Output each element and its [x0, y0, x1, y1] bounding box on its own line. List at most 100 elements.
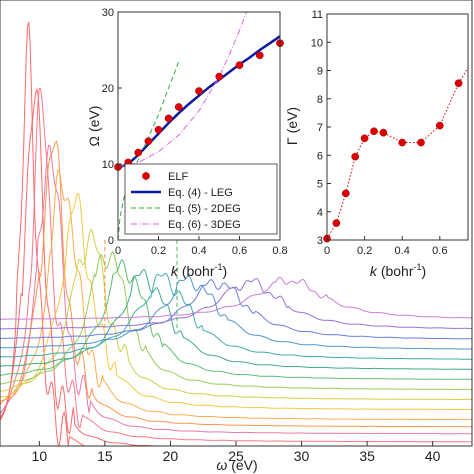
inset-omega-y-tick-label: 20: [102, 83, 114, 95]
legend-box: [124, 163, 278, 235]
inset-gamma-y-tick-label: 4: [317, 207, 323, 219]
gamma-point: [417, 138, 425, 147]
main-x-axis-symbol: ω: [216, 457, 227, 473]
inset-omega-lines: [118, 12, 280, 240]
inset-gamma-x-tick-label: 0: [324, 245, 330, 257]
legend-3deg-label: Eq. (6) - 3DEG: [168, 219, 241, 231]
inset-omega-x-axis-title: k (bohr-1): [171, 262, 227, 279]
legend-elf-label: ELF: [168, 171, 188, 183]
elf-point: [215, 72, 224, 81]
inset-gamma-y-tick-label: 6: [317, 150, 323, 162]
inset-gamma-x-axis-sup: -1: [414, 262, 422, 272]
spectrum-line: [0, 276, 473, 320]
inset-gamma-background: [327, 14, 468, 240]
inset-omega-x-axis-sup: -1: [215, 262, 223, 272]
main-x-axis-title: ω (eV): [216, 457, 257, 473]
inset-omega-y-tick-label: 10: [102, 159, 114, 171]
inset-omega-y-tick-label: 0: [108, 235, 114, 247]
main-x-tick-label: 10: [32, 448, 48, 464]
gamma-point: [398, 138, 407, 147]
spectrum-line: [0, 229, 472, 400]
legend-2deg-label: Eq. (5) - 2DEG: [168, 203, 241, 215]
spectrum-line: [0, 269, 472, 370]
main-x-tick-label: 40: [425, 448, 441, 464]
series-line-solid: [118, 35, 280, 169]
inset-omega-x-tick-label: 0: [115, 245, 121, 257]
elf-point: [255, 51, 264, 60]
spectrum-line: [0, 275, 472, 350]
inset-omega-y-tick-label: 30: [102, 7, 114, 19]
inset-gamma-ticks: 0 0.2 0.4 0.6 3 4 5 6 7 8 9 10 11: [311, 9, 448, 257]
spectrum-line: [0, 169, 472, 421]
gamma-point: [435, 121, 444, 130]
inset-gamma-y-tick-label: 8: [317, 94, 323, 106]
inset-gamma-y-axis-symbol: Γ: [284, 137, 300, 145]
spectrum-line: [0, 250, 472, 390]
elf-point: [164, 114, 173, 123]
inset-omega-y-axis-symbol: Ω: [86, 136, 102, 146]
spectrum-line: [0, 144, 472, 435]
inset-gamma-y-tick-label: 3: [317, 235, 323, 247]
spectrum-line: [0, 278, 472, 330]
elf-point: [235, 61, 244, 70]
main-x-tick-label: 30: [294, 448, 310, 464]
inset-gamma-x-tick-label: 0.2: [357, 245, 372, 257]
spectrum-line: [0, 140, 472, 428]
inset-omega-x-tick-label: 0.2: [151, 245, 166, 257]
inset-gamma-x-tick-label: 0.4: [395, 245, 410, 257]
main-x-tick-label: 20: [163, 448, 179, 464]
gamma-point: [332, 219, 341, 227]
inset-gamma-y-axis-title: Γ (eV): [284, 107, 300, 145]
gamma-point: [454, 79, 463, 88]
inset-omega-x-tick-label: 0.6: [232, 245, 247, 257]
inset-omega-x-tick-label: 0.4: [191, 245, 206, 257]
inset-gamma-y-tick-label: 5: [317, 179, 323, 191]
inset-gamma-x-axis-unit: (bohr: [381, 263, 414, 279]
elf-point: [195, 87, 203, 95]
inset-gamma-x-axis-symbol: k: [370, 263, 378, 279]
inset-gamma-series: [323, 67, 469, 243]
spectrum-line: [0, 278, 472, 340]
legend-elf-marker: [142, 172, 150, 180]
elf-point: [144, 137, 153, 146]
main-dashed-markers: [104, 240, 178, 330]
inset-omega-ticks: 0 0.2 0.4 0.6 0.8 0 10 20 30: [102, 7, 288, 257]
main-x-tick-label: 15: [97, 448, 113, 464]
elf-point: [174, 103, 183, 111]
spectrum-line: [0, 87, 472, 443]
inset-omega-x-axis-symbol: k: [171, 263, 179, 279]
inset-gamma-y-axis-unit: (eV): [284, 107, 300, 133]
inset-gamma-x-axis-close: ): [422, 263, 427, 279]
inset-gamma-x-tick-label: 0.6: [432, 245, 447, 257]
gamma-point: [341, 189, 350, 198]
series-line-dashed: [118, 61, 180, 240]
inset-gamma-x-axis-title: k (bohr-1): [370, 262, 426, 279]
series-line-dashdot: [118, 12, 248, 168]
inset-omega-plot: 0 0.2 0.4 0.6 0.8 0 10 20 30 Ω (eV) k (bohr-1) ELF…: [86, 7, 288, 279]
gamma-dotted-extension: [458, 67, 469, 84]
inset-gamma-plot: 0 0.2 0.4 0.6 3 4 5 6 7 8 9 10 11 Γ (eV) k (bohr-1): [284, 9, 469, 279]
main-x-tick-label: 35: [359, 448, 375, 464]
spectrum-line: [0, 259, 472, 380]
main-x-axis-unit: (eV): [231, 457, 257, 473]
spectrum-line: [0, 272, 472, 360]
inset-gamma-y-tick-label: 9: [317, 66, 323, 78]
elf-point: [154, 125, 163, 134]
gamma-point: [351, 152, 360, 161]
gamma-point: [370, 127, 378, 136]
spectrum-line: [0, 193, 472, 410]
inset-gamma-y-tick-label: 11: [312, 9, 323, 21]
inset-gamma-y-tick-label: 10: [311, 37, 323, 49]
legend-leg-label: Eq. (4) - LEG: [168, 187, 233, 199]
gamma-point: [379, 128, 388, 137]
inset-omega-x-axis-close: ): [223, 263, 228, 279]
inset-omega-y-axis-title: Ω (eV): [86, 106, 102, 147]
inset-omega-x-axis-unit: (bohr: [182, 263, 215, 279]
inset-omega-y-axis-unit: (eV): [86, 106, 102, 132]
elf-point: [134, 148, 143, 157]
inset-omega-legend: ELF Eq. (4) - LEG Eq. (5) - 2DEG Eq. (6)…: [124, 163, 278, 235]
inset-omega-x-tick-label: 0.8: [272, 245, 287, 257]
inset-gamma-y-tick-label: 7: [317, 122, 323, 134]
